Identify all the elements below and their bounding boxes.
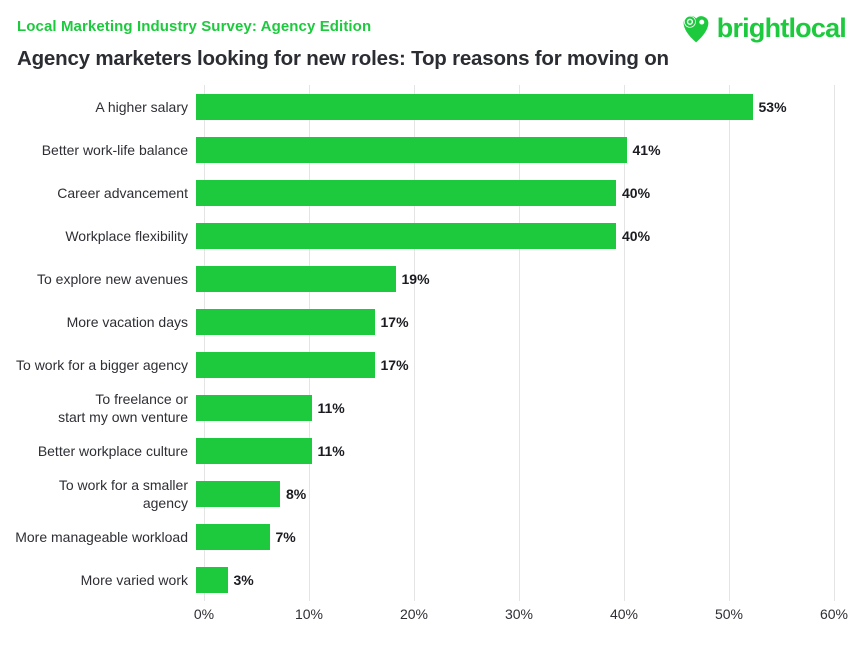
bar-row: To work for a bigger agency 17% — [14, 343, 844, 386]
category-label: More manageable workload — [15, 528, 188, 545]
bar-row: To work for a smaller agency 8% — [14, 472, 844, 515]
x-tick-label: 20% — [399, 606, 429, 622]
value-label: 7% — [275, 528, 296, 545]
gridline — [309, 85, 310, 601]
value-label: 19% — [401, 270, 430, 287]
gridline — [414, 85, 415, 601]
bar-track: 17% — [196, 308, 826, 335]
bar-track: 7% — [196, 523, 826, 550]
bar — [196, 437, 312, 464]
gridlines — [204, 85, 835, 601]
category-label: Better workplace culture — [37, 442, 188, 459]
bar-row: Workplace flexibility 40% — [14, 214, 844, 257]
gridline — [519, 85, 520, 601]
bar — [196, 523, 270, 550]
header: Local Marketing Industry Survey: Agency … — [0, 0, 860, 71]
bar-track: 19% — [196, 265, 826, 292]
value-label: 11% — [317, 399, 345, 416]
bar-track: 41% — [196, 136, 826, 163]
x-tick-label: 60% — [819, 606, 849, 622]
bar-row: More varied work 3% — [14, 558, 844, 601]
bar-row: Career advancement 40% — [14, 171, 844, 214]
bar — [196, 394, 312, 421]
category-label: Better work-life balance — [41, 141, 188, 158]
x-tick-label: 40% — [609, 606, 639, 622]
bar-row: More manageable workload 7% — [14, 515, 844, 558]
value-label: 41% — [632, 141, 661, 158]
bar-track: 40% — [196, 179, 826, 206]
brightlocal-logo: brightlocal — [680, 11, 847, 45]
bar — [196, 265, 396, 292]
bar-track: 17% — [196, 351, 826, 378]
category-label: To work for a smaller agency — [58, 476, 188, 511]
value-label: 17% — [380, 313, 409, 330]
survey-eyebrow: Local Marketing Industry Survey: Agency … — [17, 18, 372, 35]
chart-title: Agency marketers looking for new roles: … — [17, 47, 669, 70]
bar-row: Better work-life balance 41% — [14, 128, 844, 171]
bar-track: 53% — [196, 93, 826, 120]
bar-row: Better workplace culture 11% — [14, 429, 844, 472]
x-tick-label: 50% — [714, 606, 744, 622]
bar — [196, 136, 627, 163]
value-label: 11% — [317, 442, 345, 459]
bar — [196, 222, 616, 249]
value-label: 40% — [622, 227, 651, 244]
bar-track: 11% — [196, 394, 826, 421]
bar-track: 3% — [196, 566, 826, 593]
bar — [196, 566, 228, 593]
bar-row: To freelance or start my own venture 11% — [14, 386, 844, 429]
gridline — [729, 85, 730, 601]
bar — [196, 480, 280, 507]
gridline — [624, 85, 625, 601]
value-label: 40% — [622, 184, 651, 201]
value-label: 8% — [286, 485, 307, 502]
category-label: A higher salary — [95, 98, 188, 115]
value-label: 3% — [233, 571, 254, 588]
gridline — [204, 85, 205, 601]
bar — [196, 308, 375, 335]
bar-track: 40% — [196, 222, 826, 249]
category-label: Workplace flexibility — [65, 227, 188, 244]
bar — [196, 351, 375, 378]
brightlocal-heart-pin-icon — [683, 15, 709, 43]
bar-rows: A higher salary 53% Better work-life balan… — [14, 85, 844, 601]
bar-row: A higher salary 53% — [14, 85, 844, 128]
value-label: 17% — [380, 356, 409, 373]
category-label: To work for a bigger agency — [16, 356, 188, 373]
bar-track: 11% — [196, 437, 826, 464]
category-label: To explore new avenues — [37, 270, 188, 287]
bar-row: More vacation days 17% — [14, 300, 844, 343]
x-tick-label: 10% — [294, 606, 324, 622]
bar — [196, 93, 753, 120]
category-label: More varied work — [80, 571, 188, 588]
bar-track: 8% — [196, 480, 826, 507]
x-axis-ticks: 0% 10% 20% 30% 40% 50% 60% — [194, 606, 848, 628]
bar-chart: A higher salary 53% Better work-life balan… — [14, 85, 848, 628]
bar-row: To explore new avenues 19% — [14, 257, 844, 300]
gridline — [834, 85, 835, 601]
value-label: 53% — [758, 98, 787, 115]
category-label: Career advancement — [57, 184, 188, 201]
category-label: More vacation days — [66, 313, 188, 330]
x-tick-label: 0% — [193, 606, 215, 622]
brightlocal-wordmark: brightlocal — [716, 12, 847, 43]
category-label: To freelance or start my own venture — [58, 390, 188, 425]
bar — [196, 179, 616, 206]
x-tick-label: 30% — [504, 606, 534, 622]
